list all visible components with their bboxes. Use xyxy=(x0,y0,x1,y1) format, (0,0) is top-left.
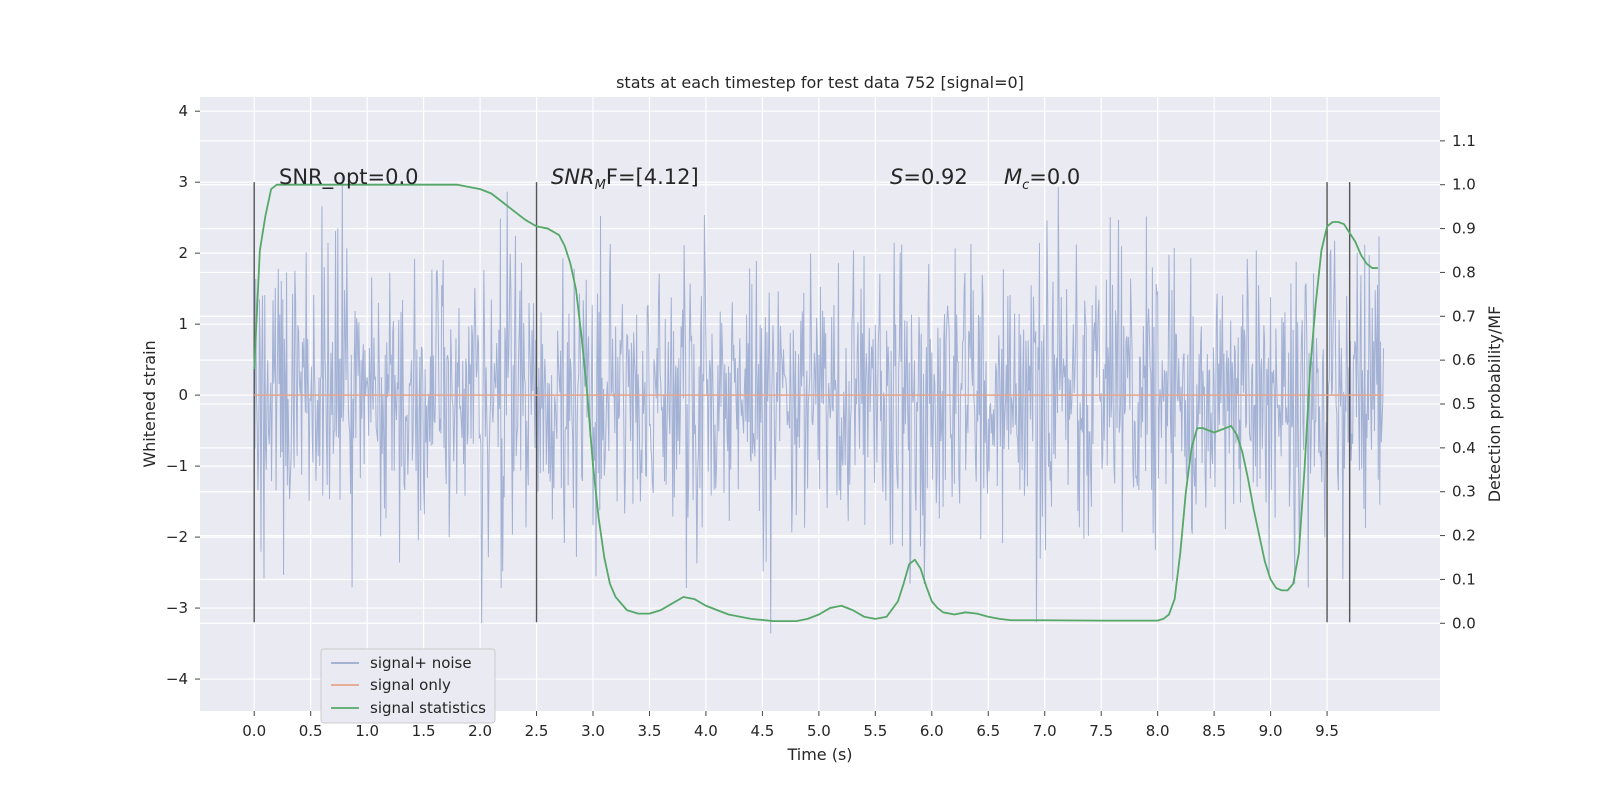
s-label: S xyxy=(890,165,903,189)
annotation-s: S=0.92 xyxy=(890,165,968,189)
y-right-tick-label: 0.5 xyxy=(1452,395,1476,413)
snr-mf-base: SNR xyxy=(551,165,595,189)
legend-label-signal-only: signal only xyxy=(370,676,451,694)
y-right-tick-label: 1.0 xyxy=(1452,176,1476,194)
x-tick-label: 1.0 xyxy=(355,722,379,740)
y-left-tick-label: 3 xyxy=(178,173,188,191)
y-left-tick-label: −2 xyxy=(166,528,188,546)
mc-value: =0.0 xyxy=(1029,165,1080,189)
annotation-mc: Mc=0.0 xyxy=(1004,165,1080,193)
x-tick-label: 5.0 xyxy=(807,722,831,740)
x-tick-label: 1.5 xyxy=(412,722,436,740)
y-left-tick-label: −4 xyxy=(166,670,188,688)
series-lines xyxy=(253,183,1384,622)
x-tick-label: 2.5 xyxy=(525,722,549,740)
x-tick-label: 9.0 xyxy=(1259,722,1283,740)
x-tick-label: 4.5 xyxy=(750,722,774,740)
y-right-tick-label: 0.6 xyxy=(1452,351,1476,369)
y-axis-label-right: Detection probability/MF xyxy=(1485,306,1504,503)
snr-mf-rest: F=[4.12] xyxy=(606,165,699,189)
x-tick-label: 4.0 xyxy=(694,722,718,740)
y-right-tick-label: 0.9 xyxy=(1452,220,1476,238)
s-value: =0.92 xyxy=(903,165,967,189)
legend-box xyxy=(320,648,496,724)
chart-title: stats at each timestep for test data 752… xyxy=(616,73,1024,92)
y-right-tick-label: 0.2 xyxy=(1452,527,1476,545)
vertical-markers xyxy=(253,182,1351,623)
series-signal-noise xyxy=(253,173,1385,634)
legend: signal+ noise signal only signal statist… xyxy=(320,648,496,724)
annotation-snr-opt: SNR_opt=0.0 xyxy=(279,165,419,190)
y-left-tick-label: 0 xyxy=(178,386,188,404)
y-left-tick-label: 4 xyxy=(178,102,188,120)
y-left-tick-label: 1 xyxy=(178,315,188,333)
x-tick-label: 5.5 xyxy=(863,722,887,740)
x-tick-label: 8.5 xyxy=(1202,722,1226,740)
x-tick-label: 3.5 xyxy=(638,722,662,740)
y-left-tick-label: 2 xyxy=(178,244,188,262)
y-right-tick-label: 0.3 xyxy=(1452,483,1476,501)
y-left-tick-label: −3 xyxy=(166,599,188,617)
snr-mf-sub: M xyxy=(595,178,606,193)
x-tick-label: 0.5 xyxy=(299,722,323,740)
mc-sub: c xyxy=(1022,178,1029,193)
y-left-tick-label: −1 xyxy=(166,457,188,475)
y-right-tick-label: 0.4 xyxy=(1452,439,1476,457)
x-tick-label: 7.0 xyxy=(1033,722,1057,740)
x-tick-label: 9.5 xyxy=(1315,722,1339,740)
x-tick-label: 8.0 xyxy=(1146,722,1170,740)
signal-noise-line xyxy=(253,173,1385,634)
y-right-tick-label: 0.7 xyxy=(1452,307,1476,325)
y-right-tick-label: 1.1 xyxy=(1452,132,1476,150)
signal-statistics-line xyxy=(253,183,1378,622)
y-axis-label-left: Whitened strain xyxy=(140,340,159,467)
x-tick-label: 7.5 xyxy=(1089,722,1113,740)
x-tick-label: 6.0 xyxy=(920,722,944,740)
legend-label-signal-statistics: signal statistics xyxy=(370,699,486,717)
y-right-tick-label: 0.0 xyxy=(1452,614,1476,632)
axes: 0.0 0.5 1.0 1.5 2.0 2.5 3.0 3.5 4.0 4.5 5.0 5.5 6.0 6… xyxy=(166,102,1476,740)
legend-label-signal-noise: signal+ noise xyxy=(370,654,472,672)
x-tick-label: 0.0 xyxy=(242,722,266,740)
x-tick-label: 6.5 xyxy=(976,722,1000,740)
x-tick-label: 2.0 xyxy=(468,722,492,740)
annotation-snr-mf: SNRMF=[4.12] xyxy=(551,165,699,193)
x-tick-label: 3.0 xyxy=(581,722,605,740)
y-right-tick-label: 0.8 xyxy=(1452,263,1476,281)
mc-base: M xyxy=(1004,165,1022,189)
x-axis-label: Time (s) xyxy=(786,745,852,764)
y-right-tick-label: 0.1 xyxy=(1452,570,1476,588)
